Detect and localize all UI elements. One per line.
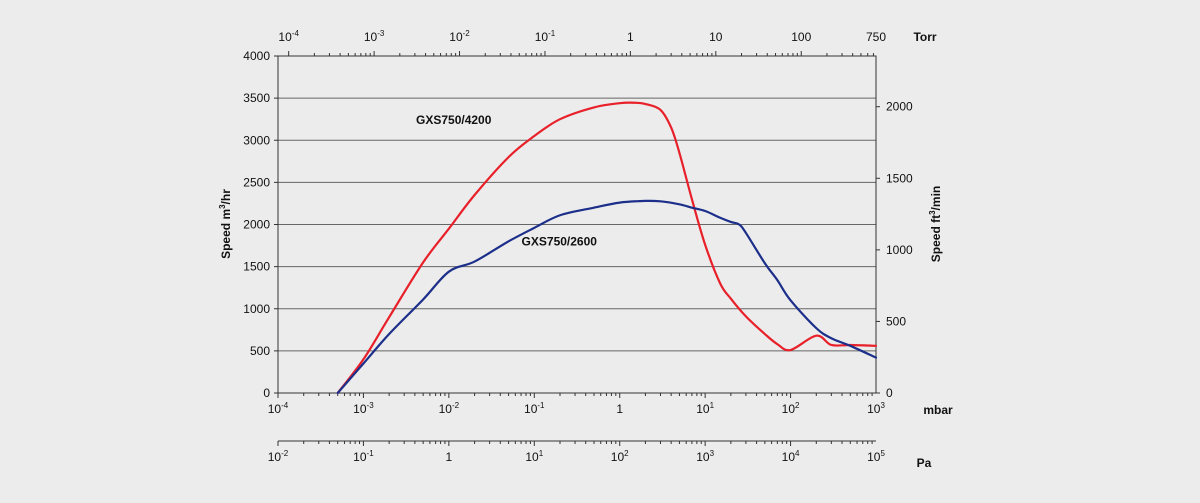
pa-tick-label: 10-2 [268, 449, 289, 464]
torr-tick-label: 10-3 [364, 29, 385, 44]
y-tick-label: 2500 [243, 175, 270, 189]
torr-tick-label: 750 [866, 30, 886, 44]
torr-tick-label: 100 [791, 30, 811, 44]
torr-tick-label: 10-1 [535, 29, 556, 44]
series-label-gxs750-2600: GXS750/2600 [522, 235, 598, 249]
pa-tick-label: 104 [782, 449, 800, 464]
mbar-tick-label: 10-4 [268, 401, 289, 416]
y-axis-title: Speed m3/hr [218, 189, 233, 259]
series-line-gxs750-2600 [336, 199, 878, 395]
mbar-tick-label: 10-2 [439, 401, 460, 416]
mbar-tick-label: 10-1 [524, 401, 545, 416]
pa-tick-label: 103 [696, 449, 714, 464]
pa-axis-title: Pa [917, 456, 932, 470]
y2-tick-label: 0 [886, 386, 893, 400]
y-tick-label: 4000 [243, 49, 270, 63]
mbar-tick-label: 101 [696, 401, 714, 416]
axes-layer: 0 500 1000 1500 2000 2500 3000 3500 4000 0 500 1000… [218, 29, 953, 470]
series-layer [336, 101, 878, 395]
mbar-tick-label: 1 [616, 402, 623, 416]
y2-tick-label: 1500 [886, 171, 913, 185]
y-tick-label: 3000 [243, 133, 270, 147]
mbar-tick-label: 103 [867, 401, 885, 416]
pa-tick-label: 102 [611, 449, 629, 464]
mbar-tick-label: 102 [782, 401, 800, 416]
torr-tick-label: 10-2 [449, 29, 470, 44]
y-tick-label: 1000 [243, 302, 270, 316]
y-tick-label: 500 [250, 344, 270, 358]
series-label-gxs750-4200: GXS750/4200 [416, 113, 492, 127]
y2-tick-label: 500 [886, 314, 906, 328]
pa-tick-label: 101 [525, 449, 543, 464]
mbar-tick-label: 10-3 [353, 401, 374, 416]
y-tick-label: 2000 [243, 218, 270, 232]
pa-tick-label: 10-1 [353, 449, 374, 464]
torr-axis-title: Torr [913, 30, 936, 44]
torr-tick-label: 1 [627, 30, 634, 44]
series-line-gxs750-4200 [336, 101, 878, 395]
label-layer: GXS750/4200 GXS750/2600 [416, 113, 597, 248]
y-tick-label: 1500 [243, 260, 270, 274]
y2-tick-label: 1000 [886, 243, 913, 257]
y2-axis-title: Speed ft3/min [928, 186, 943, 262]
grid-layer [278, 55, 876, 352]
y-tick-label: 3500 [243, 91, 270, 105]
torr-tick-label: 10 [709, 30, 723, 44]
torr-tick-label: 10-4 [278, 29, 299, 44]
mbar-axis-title: mbar [923, 403, 953, 417]
y2-tick-label: 2000 [886, 100, 913, 114]
pa-tick-label: 1 [446, 450, 453, 464]
pa-tick-label: 105 [867, 449, 885, 464]
y-tick-label: 0 [263, 386, 270, 400]
